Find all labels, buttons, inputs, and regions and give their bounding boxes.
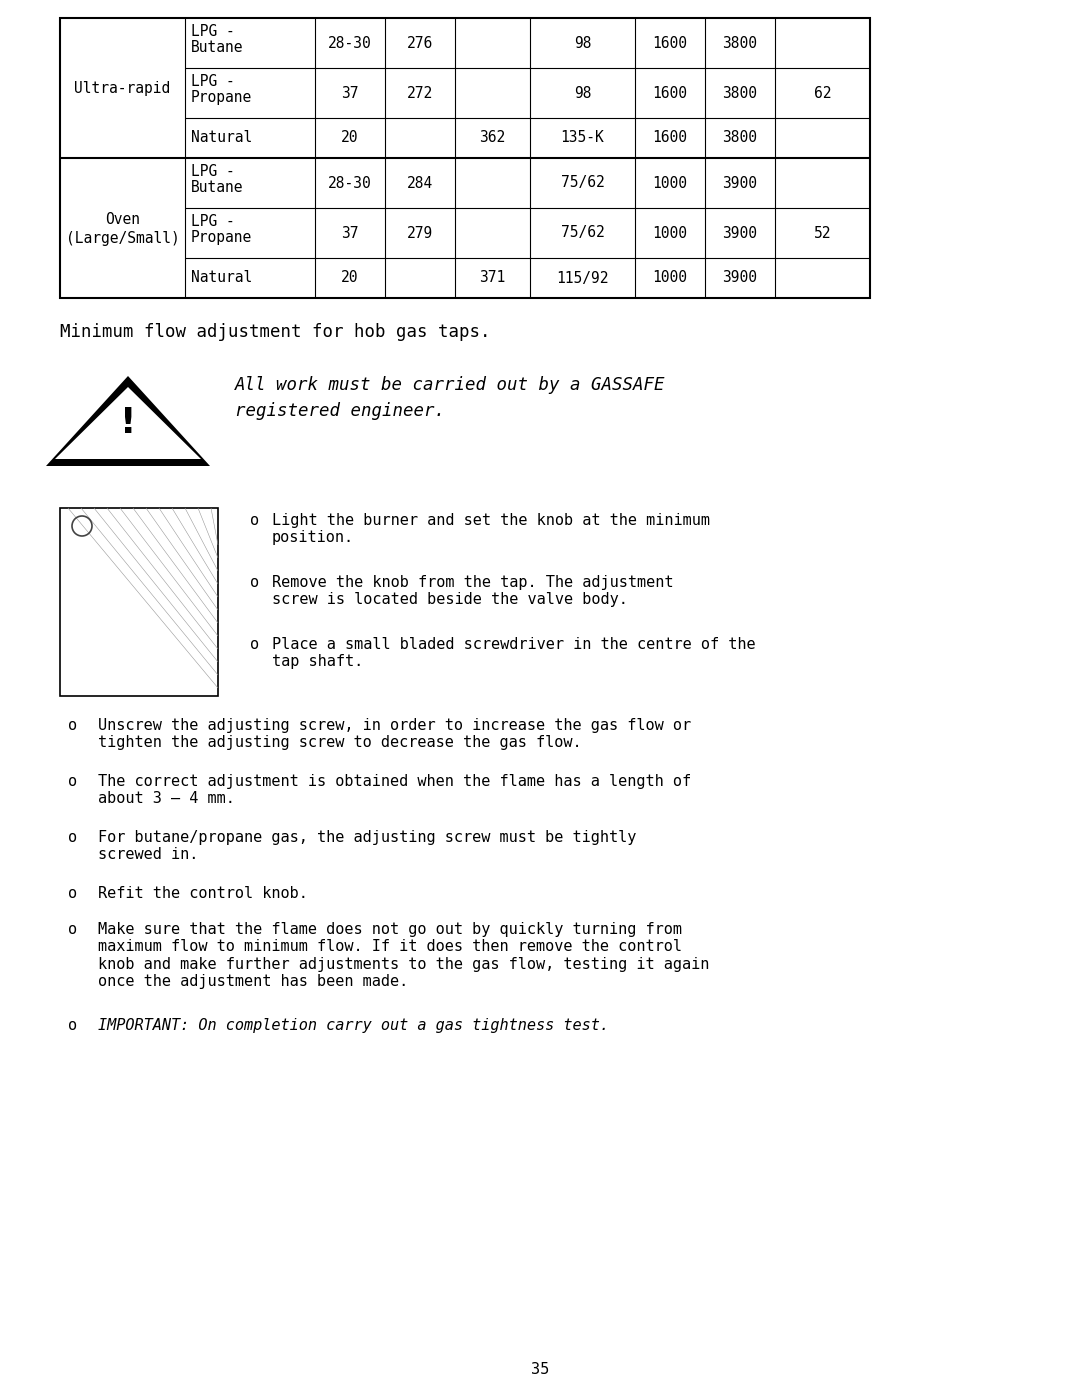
Text: registered engineer.: registered engineer. [235, 402, 445, 420]
Text: 1000: 1000 [652, 271, 688, 285]
Text: 62: 62 [813, 85, 832, 101]
Text: 75/62: 75/62 [561, 176, 605, 190]
Text: 3800: 3800 [723, 35, 757, 50]
Text: Light the burner and set the knob at the minimum
position.: Light the burner and set the knob at the… [272, 513, 710, 545]
Text: Ultra-rapid: Ultra-rapid [75, 81, 171, 95]
Text: Butane: Butane [191, 180, 243, 196]
Text: Minimum flow adjustment for hob gas taps.: Minimum flow adjustment for hob gas taps… [60, 323, 490, 341]
Text: 52: 52 [813, 225, 832, 240]
Text: Natural: Natural [191, 271, 253, 285]
Text: o: o [68, 718, 77, 733]
Text: LPG -: LPG - [191, 24, 234, 39]
Text: Refit the control knob.: Refit the control knob. [98, 886, 308, 901]
Text: 1600: 1600 [652, 85, 688, 101]
Text: 272: 272 [407, 85, 433, 101]
Text: 3900: 3900 [723, 225, 757, 240]
Text: 35: 35 [531, 1362, 549, 1377]
Text: Place a small bladed screwdriver in the centre of the
tap shaft.: Place a small bladed screwdriver in the … [272, 637, 756, 669]
Text: LPG -: LPG - [191, 214, 234, 229]
Text: All work must be carried out by a GASSAFE: All work must be carried out by a GASSAF… [235, 376, 665, 394]
Text: 276: 276 [407, 35, 433, 50]
Text: 115/92: 115/92 [556, 271, 609, 285]
Text: 37: 37 [341, 85, 359, 101]
Text: Propane: Propane [191, 231, 253, 244]
Text: 28-30: 28-30 [328, 35, 372, 50]
Text: 28-30: 28-30 [328, 176, 372, 190]
Text: Unscrew the adjusting screw, in order to increase the gas flow or
tighten the ad: Unscrew the adjusting screw, in order to… [98, 718, 691, 750]
Text: 3800: 3800 [723, 85, 757, 101]
Text: o: o [68, 830, 77, 845]
Text: 1600: 1600 [652, 35, 688, 50]
Text: o: o [249, 637, 259, 652]
Text: 279: 279 [407, 225, 433, 240]
Text: o: o [68, 774, 77, 789]
Text: 98: 98 [573, 35, 591, 50]
Text: 284: 284 [407, 176, 433, 190]
Text: o: o [68, 886, 77, 901]
Text: LPG -: LPG - [191, 163, 234, 179]
Text: 37: 37 [341, 225, 359, 240]
Polygon shape [55, 387, 201, 460]
Text: 3800: 3800 [723, 130, 757, 145]
Text: 20: 20 [341, 271, 359, 285]
Text: 20: 20 [341, 130, 359, 145]
Text: LPG -: LPG - [191, 74, 234, 89]
Text: 75/62: 75/62 [561, 225, 605, 240]
Text: 135-K: 135-K [561, 130, 605, 145]
Text: Butane: Butane [191, 41, 243, 54]
Text: 3900: 3900 [723, 176, 757, 190]
Text: For butane/propane gas, the adjusting screw must be tightly
screwed in.: For butane/propane gas, the adjusting sc… [98, 830, 636, 862]
Text: Propane: Propane [191, 89, 253, 105]
Text: o: o [68, 922, 77, 937]
Text: The correct adjustment is obtained when the flame has a length of
about 3 – 4 mm: The correct adjustment is obtained when … [98, 774, 691, 806]
Text: !: ! [120, 405, 136, 440]
Text: o: o [68, 1018, 77, 1032]
Text: 3900: 3900 [723, 271, 757, 285]
Text: 1600: 1600 [652, 130, 688, 145]
Text: (Large/Small): (Large/Small) [66, 231, 179, 246]
Bar [60, 18, 870, 298]
Text: 98: 98 [573, 85, 591, 101]
Text: 371: 371 [480, 271, 505, 285]
Text: Natural: Natural [191, 130, 253, 145]
Bar [60, 509, 218, 696]
Text: o: o [249, 513, 259, 528]
Text: Oven: Oven [105, 212, 140, 228]
Text: IMPORTANT: On completion carry out a gas tightness test.: IMPORTANT: On completion carry out a gas… [98, 1018, 609, 1032]
Text: 1000: 1000 [652, 225, 688, 240]
Text: 362: 362 [480, 130, 505, 145]
Text: o: o [249, 576, 259, 590]
Text: Make sure that the flame does not go out by quickly turning from
maximum flow to: Make sure that the flame does not go out… [98, 922, 710, 989]
Polygon shape [46, 376, 210, 467]
Text: 1000: 1000 [652, 176, 688, 190]
Text: Remove the knob from the tap. The adjustment
screw is located beside the valve b: Remove the knob from the tap. The adjust… [272, 576, 674, 608]
